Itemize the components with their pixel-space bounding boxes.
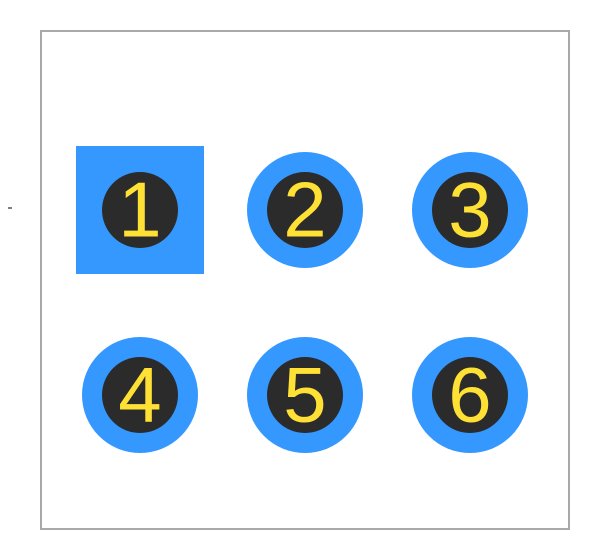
pad-6: 6 bbox=[412, 337, 528, 453]
pad-2: 2 bbox=[247, 152, 363, 268]
pad-1-label: 1 bbox=[118, 165, 161, 256]
pad-3-label: 3 bbox=[448, 165, 491, 256]
orientation-tick bbox=[8, 207, 12, 209]
component-outline bbox=[40, 30, 570, 530]
pad-3: 3 bbox=[412, 152, 528, 268]
pad-1: 1 bbox=[76, 146, 204, 274]
pad-5: 5 bbox=[247, 337, 363, 453]
pad-6-label: 6 bbox=[448, 350, 491, 441]
pad-4: 4 bbox=[82, 337, 198, 453]
pad-2-label: 2 bbox=[283, 165, 326, 256]
pad-4-label: 4 bbox=[118, 350, 161, 441]
pad-5-label: 5 bbox=[283, 350, 326, 441]
